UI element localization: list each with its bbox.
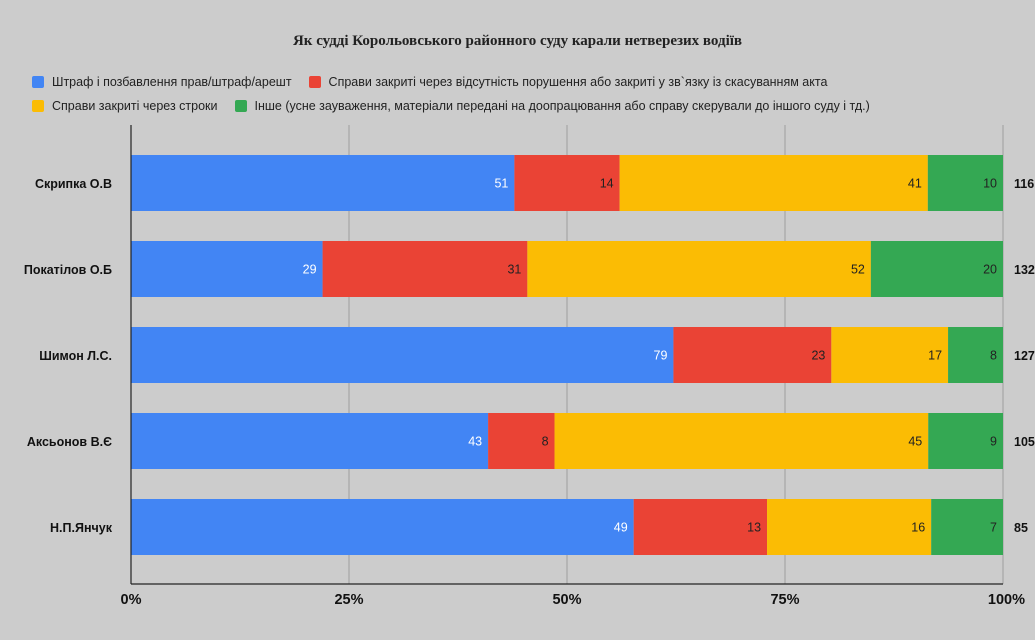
data-label: 23	[811, 349, 825, 363]
legend-label-other: Інше (усне зауваження, матеріали передан…	[254, 99, 870, 113]
data-label: 29	[303, 263, 317, 277]
legend-swatch-closed-no-violation	[308, 76, 321, 88]
bar-segment[interactable]	[931, 499, 1003, 555]
data-label: 52	[851, 263, 865, 277]
bar-segment[interactable]	[619, 155, 928, 211]
bar-segment[interactable]	[673, 327, 832, 383]
data-label: 8	[542, 435, 549, 449]
bar-segment[interactable]	[527, 241, 871, 297]
total-label: 85	[1014, 521, 1028, 535]
data-label: 14	[600, 177, 614, 191]
data-label: 13	[747, 521, 761, 535]
bar-segment[interactable]	[131, 327, 674, 383]
category-label: Покатілов О.Б	[24, 263, 112, 277]
x-tick-label: 100%	[988, 592, 1025, 608]
chart-title: Як судді Корольовського районного суду к…	[292, 33, 743, 49]
bar-segment[interactable]	[870, 241, 1003, 297]
bar-segment[interactable]	[633, 499, 768, 555]
data-label: 16	[911, 521, 925, 535]
legend-item-fine[interactable]: Штраф і позбавлення прав/штраф/арешт	[32, 75, 292, 89]
category-label: Скрипка О.В	[35, 177, 112, 191]
data-label: 17	[928, 349, 942, 363]
bar-segment[interactable]	[131, 155, 515, 211]
data-label: 9	[990, 435, 997, 449]
category-label: Аксьонов В.Є	[27, 435, 112, 449]
bar-segment[interactable]	[131, 499, 634, 555]
x-tick-label: 25%	[334, 592, 363, 608]
bar-segment[interactable]	[488, 413, 555, 469]
legend-row: Штраф і позбавлення прав/штраф/арешт Спр…	[32, 70, 1022, 94]
bar-segment[interactable]	[948, 327, 1003, 383]
legend-label-closed-no-violation: Справи закриті через відсутність порушен…	[328, 75, 828, 89]
data-label: 31	[507, 263, 521, 277]
total-label: 127	[1014, 349, 1035, 363]
data-label: 49	[614, 521, 628, 535]
legend-item-closed-deadline[interactable]: Справи закриті через строки	[32, 99, 218, 113]
data-label: 43	[468, 435, 482, 449]
legend-item-other[interactable]: Інше (усне зауваження, матеріали передан…	[234, 99, 870, 113]
bar-segment[interactable]	[831, 327, 949, 383]
data-label: 20	[983, 263, 997, 277]
legend-swatch-closed-deadline	[32, 100, 44, 112]
total-label: 116	[1014, 177, 1034, 191]
bar-segment[interactable]	[554, 413, 929, 469]
bar-segment[interactable]	[322, 241, 528, 297]
data-label: 45	[908, 435, 922, 449]
legend-swatch-fine	[32, 76, 44, 88]
x-tick-label: 75%	[770, 592, 799, 608]
legend: Штраф і позбавлення прав/штраф/арешт Спр…	[32, 70, 1022, 118]
data-label: 7	[990, 521, 997, 535]
data-label: 51	[494, 177, 508, 191]
legend-label-fine: Штраф і позбавлення прав/штраф/арешт	[52, 75, 292, 89]
data-label: 8	[990, 349, 997, 363]
category-label: Н.П.Янчук	[50, 521, 113, 535]
legend-item-closed-no-violation[interactable]: Справи закриті через відсутність порушен…	[308, 75, 828, 89]
total-label: 132	[1014, 263, 1035, 277]
legend-swatch-other	[234, 100, 247, 112]
bar-segment[interactable]	[927, 155, 1003, 211]
x-tick-label: 0%	[121, 592, 142, 608]
legend-row: Справи закриті через строки Інше (усне з…	[32, 94, 1022, 118]
bar-segment[interactable]	[131, 241, 323, 297]
total-label: 105	[1014, 435, 1035, 449]
category-label: Шимон Л.С.	[39, 349, 112, 363]
data-label: 41	[908, 177, 922, 191]
bar-segment[interactable]	[514, 155, 620, 211]
data-label: 79	[654, 349, 668, 363]
bar-segment[interactable]	[928, 413, 1003, 469]
bar-segment[interactable]	[131, 413, 489, 469]
bar-segment[interactable]	[767, 499, 932, 555]
x-tick-label: 50%	[552, 592, 581, 608]
data-label: 10	[983, 177, 997, 191]
legend-label-closed-deadline: Справи закриті через строки	[52, 99, 218, 113]
